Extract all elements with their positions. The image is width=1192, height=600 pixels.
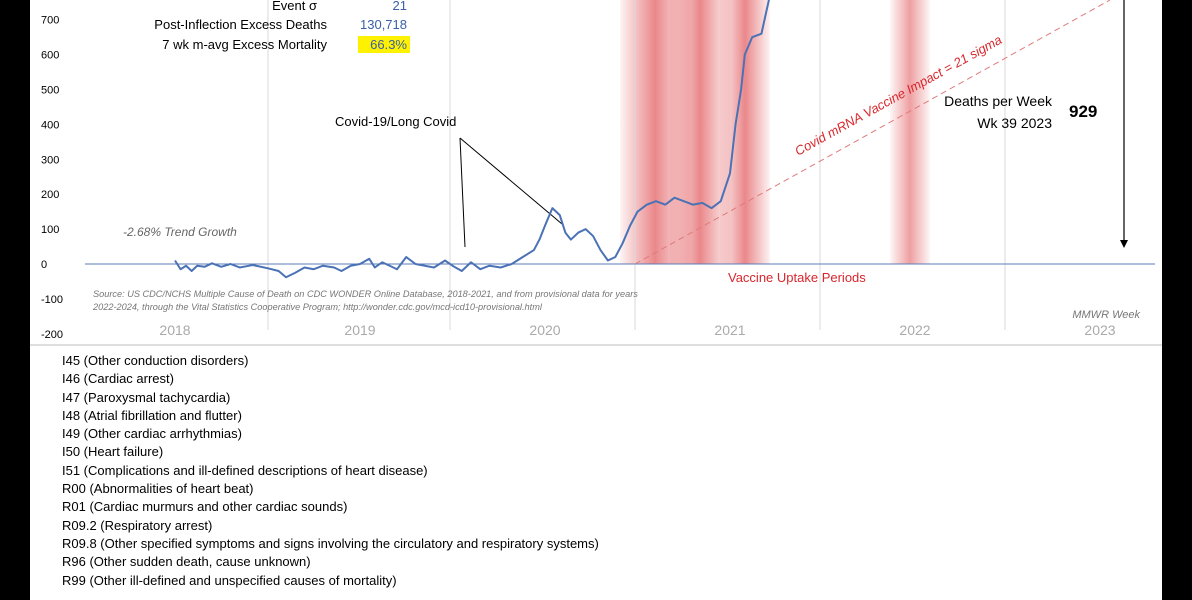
stat-label: 7 wk m-avg Excess Mortality xyxy=(162,37,327,52)
icd-code-item: R00 (Abnormalities of heart beat) xyxy=(62,481,254,497)
y-tick-label: -200 xyxy=(41,329,63,341)
y-tick-label: 200 xyxy=(41,189,59,201)
x-tick-label: 2022 xyxy=(899,322,930,338)
y-tick-label: 0 xyxy=(41,259,47,271)
y-tick-label: 100 xyxy=(41,224,59,236)
x-tick-label: 2019 xyxy=(344,322,375,338)
icd-code-item: I47 (Paroxysmal tachycardia) xyxy=(62,389,231,405)
x-tick-label: 2023 xyxy=(1084,322,1115,338)
trend-label: -2.68% Trend Growth xyxy=(123,225,237,239)
source-note: 2022-2024, through the Vital Statistics … xyxy=(92,302,543,312)
icd-code-item: I46 (Cardiac arrest) xyxy=(62,371,174,387)
covid-pointer xyxy=(459,137,466,248)
vaccine-band xyxy=(720,0,770,264)
series-line xyxy=(174,0,770,279)
x-axis-ticks: 2018 2019 2020 2021 2022 2023 xyxy=(159,322,1115,338)
stat-value: 130,718 xyxy=(360,17,407,32)
y-tick-label: 600 xyxy=(41,50,59,62)
y-tick-label: -100 xyxy=(41,294,63,306)
x-tick-label: 2021 xyxy=(714,322,745,338)
series-path xyxy=(174,0,770,279)
highlight-box xyxy=(358,36,410,53)
stat-value: 21 xyxy=(393,0,407,13)
stat-label: Event σ xyxy=(272,0,317,13)
icd-code-item: R96 (Other sudden death, cause unknown) xyxy=(62,554,311,570)
icd-code-item: R99 (Other ill-defined and unspecified c… xyxy=(62,572,397,588)
vaccine-uptake-label: Vaccine Uptake Periods xyxy=(728,270,866,285)
icd-code-item: R09.2 (Respiratory arrest) xyxy=(62,517,213,533)
covid-pointer xyxy=(459,137,563,225)
icd-code-item: R01 (Cardiac murmurs and other cardiac s… xyxy=(62,499,348,515)
x-axis-title: MMWR Week xyxy=(1072,309,1140,321)
deaths-week-label: Wk 39 2023 xyxy=(977,115,1052,131)
y-tick-label: 700 xyxy=(41,15,59,27)
icd-code-item: I48 (Atrial fibrillation and flutter) xyxy=(62,407,242,423)
icd-code-list: I45 (Other conduction disorders) I46 (Car… xyxy=(62,352,599,590)
icd-code-item: I50 (Heart failure) xyxy=(62,444,164,460)
deaths-arrow-head xyxy=(1120,240,1128,248)
icd-code-item: I49 (Other cardiac arrhythmias) xyxy=(62,426,242,442)
chart-panel: 700 600 500 400 300 200 100 0 -100 -200 2018 2019 2… xyxy=(30,0,1162,600)
source-note: Source: US CDC/NCHS Multiple Cause of De… xyxy=(93,289,638,299)
y-tick-label: 300 xyxy=(41,154,59,166)
x-tick-label: 2018 xyxy=(159,322,190,338)
icd-code-item: R09.8 (Other specified symptoms and sign… xyxy=(62,535,599,551)
vaccine-band xyxy=(890,0,930,264)
x-tick-label: 2020 xyxy=(529,322,560,338)
covid-label: Covid-19/Long Covid xyxy=(335,114,456,129)
deaths-label: Deaths per Week xyxy=(944,93,1053,109)
y-tick-label: 400 xyxy=(41,119,59,131)
icd-code-item: I45 (Other conduction disorders) xyxy=(62,353,249,368)
stat-label: Post-Inflection Excess Deaths xyxy=(154,17,327,32)
vaccine-uptake-bands xyxy=(620,0,930,264)
y-tick-label: 500 xyxy=(41,85,59,97)
icd-code-item: I51 (Complications and ill-defined descr… xyxy=(62,462,428,478)
y-axis-ticks: 700 600 500 400 300 200 100 0 -100 -200 xyxy=(41,15,63,341)
vertical-gridlines xyxy=(267,0,1006,330)
deaths-value: 929 xyxy=(1069,102,1097,121)
stat-value: 66.3% xyxy=(370,37,407,52)
vaccine-impact-trend xyxy=(634,0,1111,265)
